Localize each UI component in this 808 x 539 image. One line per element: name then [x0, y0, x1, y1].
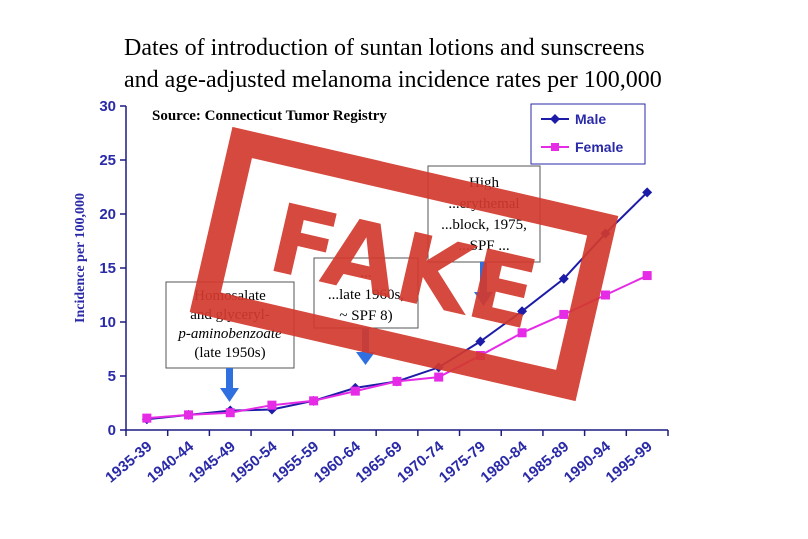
data-point	[184, 410, 194, 420]
annotation-line: ...block, 1975,	[441, 217, 527, 233]
data-point	[434, 372, 444, 382]
data-point	[600, 290, 610, 300]
chart-title-line-2: and age-adjusted melanoma incidence rate…	[124, 67, 662, 93]
annotation-arrow-head	[220, 388, 239, 402]
data-point	[558, 273, 569, 284]
x-tick-label: 1975-79	[436, 438, 489, 486]
y-tick-label: 15	[99, 260, 116, 277]
data-point	[475, 336, 486, 347]
data-point	[559, 309, 569, 319]
x-tick-label: 1935-39	[102, 438, 155, 486]
y-tick-label: 25	[99, 152, 116, 169]
annotation-line: ...SPF ...	[458, 238, 509, 254]
data-point	[309, 396, 319, 406]
y-tick-label: 10	[99, 314, 116, 331]
data-point	[517, 306, 528, 317]
annotation-arrow-shaft	[480, 262, 487, 294]
annotation-line: ...late 1960s,	[328, 287, 404, 303]
data-point	[142, 413, 152, 423]
source-label: Source: Connecticut Tumor Registry	[152, 108, 387, 124]
legend-box	[530, 103, 646, 165]
annotation-box	[313, 257, 419, 329]
stamp-frame	[189, 126, 619, 402]
y-tick-label: 30	[99, 98, 116, 115]
legend-female-label: Female	[575, 139, 623, 155]
data-point	[517, 328, 527, 338]
legend-male-label: Male	[575, 111, 606, 127]
legend-female-marker	[551, 143, 559, 151]
data-point	[392, 376, 402, 386]
x-tick-label: 1995-99	[603, 438, 656, 486]
fake-stamp: FAKE	[189, 126, 619, 402]
x-tick-label: 1955-59	[269, 438, 322, 486]
series-layer	[141, 187, 653, 425]
annotation-line: p-aminobenzoate	[177, 326, 282, 342]
y-tick-label: 20	[99, 206, 116, 223]
annotation-line: (late 1950s)	[194, 345, 265, 361]
annotation-line: ...	[360, 265, 371, 281]
data-point	[642, 187, 653, 198]
y-axis-label: Incidence per 100,000	[73, 193, 88, 323]
data-point	[350, 386, 360, 396]
data-point	[225, 408, 235, 418]
x-tick-label: 1945-49	[186, 438, 239, 486]
legend-male-marker	[550, 114, 560, 124]
annotation-spf8: ... ...late 1960s, ~ SPF 8)	[313, 257, 419, 365]
x-tick-label: 1965-69	[352, 438, 405, 486]
annotation-line: ~ SPF 8)	[339, 308, 392, 324]
series-female	[142, 271, 652, 423]
x-tick-label: 1985-89	[519, 438, 572, 486]
annotation-arrow-shaft	[226, 368, 233, 390]
annotation-arrow-head	[356, 352, 375, 365]
y-tick-label: 5	[108, 368, 116, 385]
annotation-arrow-head	[474, 292, 493, 306]
chart-title: Dates of introduction of suntan lotions …	[124, 32, 784, 96]
data-point	[267, 400, 277, 410]
data-point	[642, 271, 652, 281]
chart-title-line-1: Dates of introduction of suntan lotions …	[124, 35, 645, 61]
y-tick-label: 0	[108, 422, 116, 439]
legend: Male Female	[530, 103, 646, 165]
